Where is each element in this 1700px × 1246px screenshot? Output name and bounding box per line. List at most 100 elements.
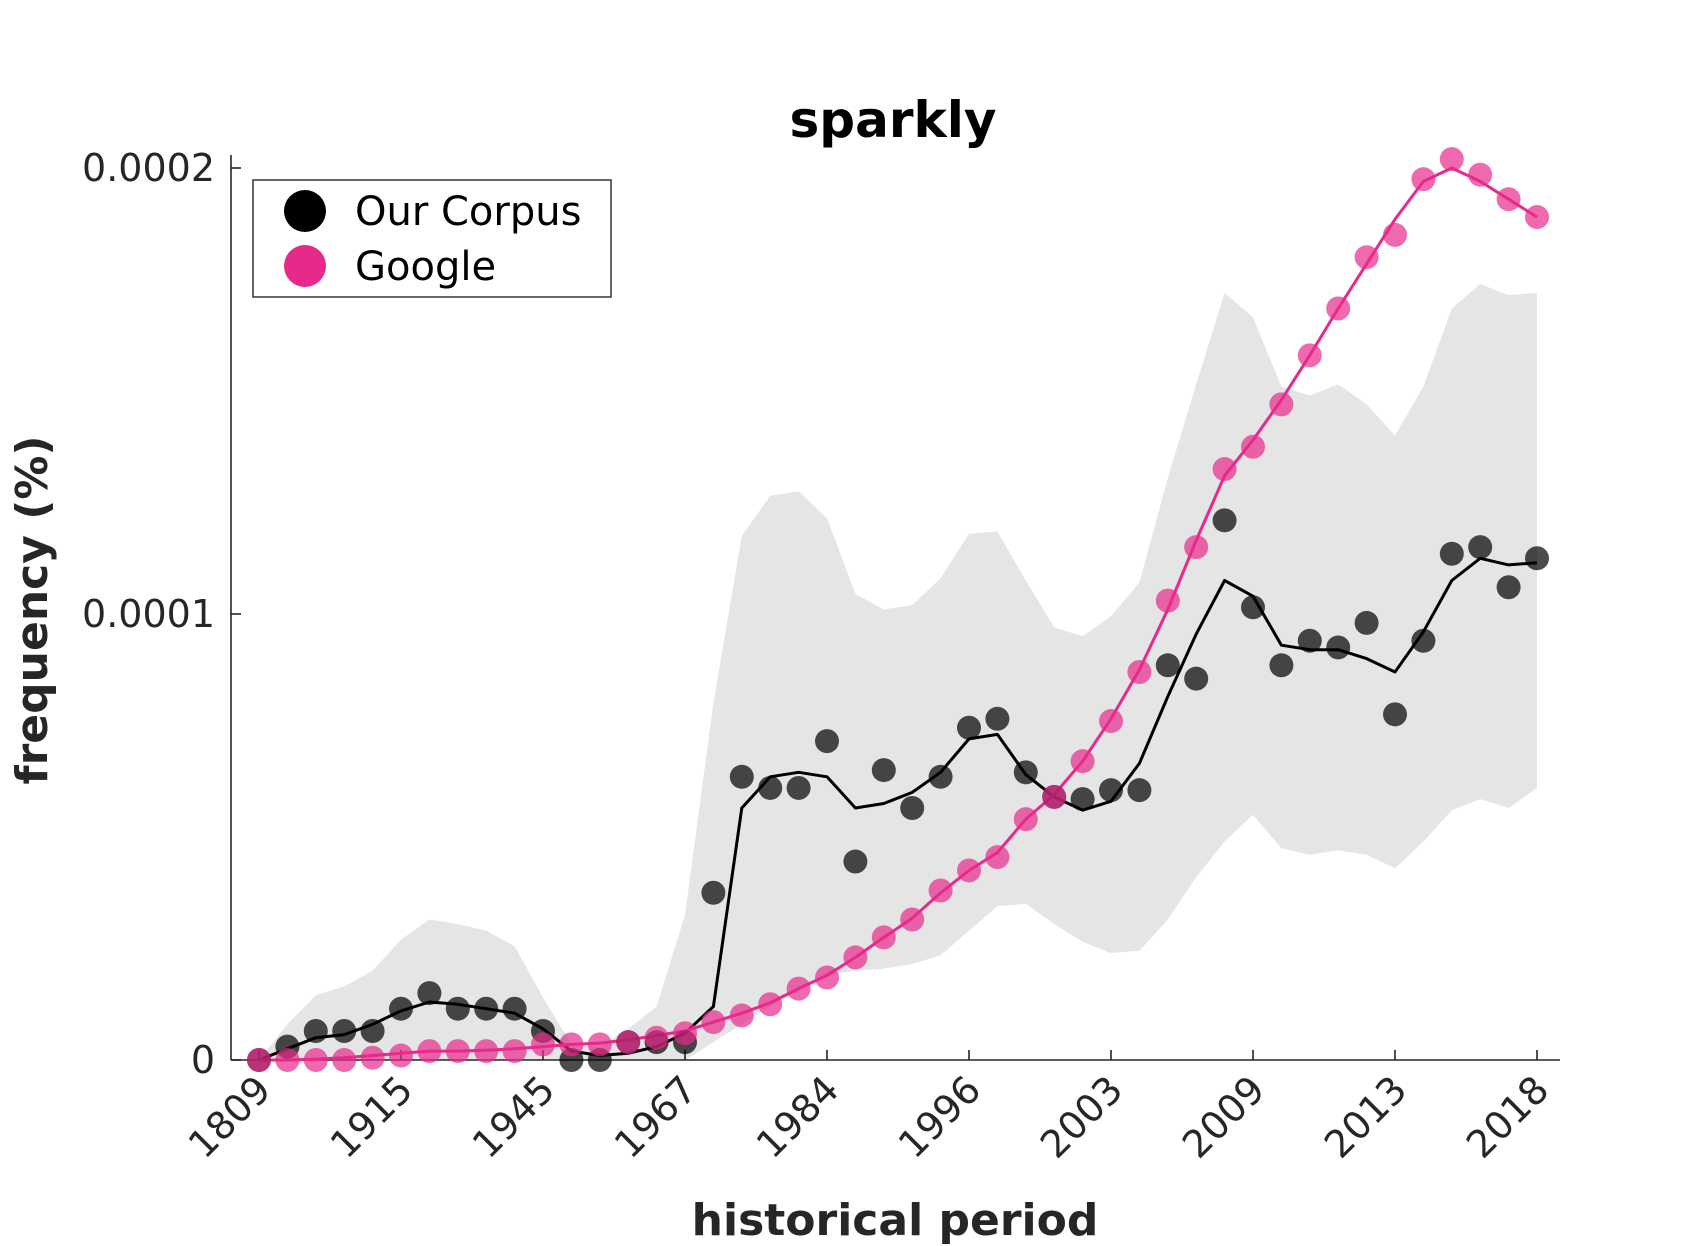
x-tick-label: 2009: [1174, 1067, 1274, 1167]
google-trend-line: [259, 166, 1538, 1062]
our-corpus-point: [474, 996, 499, 1021]
our-corpus-point: [729, 764, 754, 789]
google-point: [1354, 245, 1379, 270]
x-tick-label: 1967: [606, 1067, 706, 1167]
legend-marker-google: [284, 245, 326, 287]
our-corpus-point: [1496, 575, 1521, 600]
google-point: [587, 1032, 612, 1057]
our-corpus-point: [1099, 778, 1123, 803]
google-point: [332, 1048, 357, 1072]
google-point: [1269, 392, 1294, 417]
our-corpus-point: [701, 880, 726, 905]
google-point: [275, 1048, 300, 1072]
chart-title: sparkly: [790, 91, 997, 149]
google-point: [957, 858, 981, 883]
google-point: [389, 1043, 413, 1068]
google-point: [1496, 187, 1521, 212]
google-point: [1241, 434, 1265, 459]
google-point: [1439, 147, 1464, 172]
our-corpus-point: [815, 729, 839, 754]
our-corpus-point: [1354, 610, 1379, 635]
google-point: [1070, 749, 1095, 774]
x-tick-label: 2003: [1032, 1067, 1132, 1167]
x-tick-label: 1996: [890, 1067, 990, 1167]
our-corpus-point: [1525, 546, 1549, 571]
our-corpus-point: [1013, 760, 1038, 785]
our-corpus-point: [1070, 787, 1095, 812]
x-tick-label: 1915: [322, 1067, 422, 1167]
google-point: [1383, 222, 1407, 247]
google-point: [502, 1039, 527, 1064]
x-tick-label: 2018: [1458, 1067, 1558, 1167]
google-point: [1326, 296, 1351, 321]
our-corpus-point: [1439, 541, 1464, 566]
x-ticks: 1809 1915 1945 1967 1984 1996 2003 2009 2013 2018: [180, 1050, 1558, 1167]
google-point: [701, 1010, 726, 1035]
y-tick-label: 0: [191, 1038, 215, 1082]
our-corpus-point: [1383, 702, 1407, 727]
google-point: [474, 1039, 499, 1064]
our-corpus-point: [957, 715, 981, 740]
google-point: [786, 976, 811, 1001]
google-point: [843, 945, 868, 970]
legend-label-google: Google: [355, 244, 496, 290]
y-ticks: 0 0.0001 0.0002: [82, 146, 241, 1082]
our-corpus-point: [303, 1019, 328, 1044]
y-tick-label: 0.0001: [82, 592, 215, 636]
our-corpus-point: [1241, 595, 1265, 620]
our-corpus-point: [1184, 666, 1209, 691]
google-point: [673, 1021, 697, 1046]
legend-marker-our-corpus: [284, 190, 326, 232]
google-point: [928, 878, 953, 903]
google-point: [1013, 807, 1038, 832]
google-point: [417, 1039, 442, 1064]
corpus-uncertainty-band-layer: [259, 284, 1537, 1060]
google-point: [559, 1032, 584, 1057]
our-corpus-point: [389, 996, 413, 1021]
google-point: [1525, 205, 1549, 230]
google-point: [815, 965, 839, 990]
our-corpus-point: [1326, 635, 1351, 660]
our-corpus-point: [871, 758, 896, 783]
google-point: [985, 845, 1010, 870]
our-corpus-point: [900, 796, 925, 821]
google-point: [900, 907, 925, 932]
legend: Our Corpus Google: [252, 179, 612, 298]
our-corpus-point: [1155, 653, 1180, 678]
our-corpus-point: [985, 706, 1010, 731]
our-corpus-point: [502, 996, 527, 1021]
google-point: [247, 1048, 271, 1072]
google-point: [758, 992, 783, 1017]
y-axis-title: frequency (%): [7, 435, 58, 784]
x-tick-label: 1984: [748, 1067, 848, 1167]
google-point: [1297, 343, 1322, 368]
google-point: [729, 1003, 754, 1028]
x-axis-title: historical period: [692, 1195, 1099, 1246]
google-point: [1155, 588, 1180, 613]
google-point: [1127, 659, 1152, 684]
our-corpus-point: [417, 981, 442, 1006]
google-point: [871, 925, 896, 950]
our-corpus-point: [928, 764, 953, 789]
our-corpus-point: [1411, 628, 1436, 653]
our-corpus-point: [843, 849, 868, 874]
corpus-uncertainty-band: [259, 284, 1537, 1060]
google-point: [644, 1025, 669, 1050]
series-points: [247, 147, 1549, 1072]
x-tick-label: 2013: [1316, 1067, 1416, 1167]
google-point: [1212, 457, 1237, 482]
x-tick-label: 1809: [180, 1067, 280, 1167]
google-point: [1468, 162, 1493, 187]
google-point: [445, 1039, 470, 1064]
our-corpus-point: [1468, 535, 1493, 560]
our-corpus-point: [360, 1019, 385, 1044]
google-point: [1042, 784, 1067, 809]
google-point: [303, 1048, 328, 1072]
our-corpus-point: [1297, 628, 1322, 653]
our-corpus-trend-line: [258, 556, 1538, 1062]
x-tick-label: 1945: [464, 1067, 564, 1167]
google-point: [1184, 535, 1209, 560]
series-lines: [258, 166, 1538, 1062]
our-corpus-point: [1269, 653, 1294, 678]
